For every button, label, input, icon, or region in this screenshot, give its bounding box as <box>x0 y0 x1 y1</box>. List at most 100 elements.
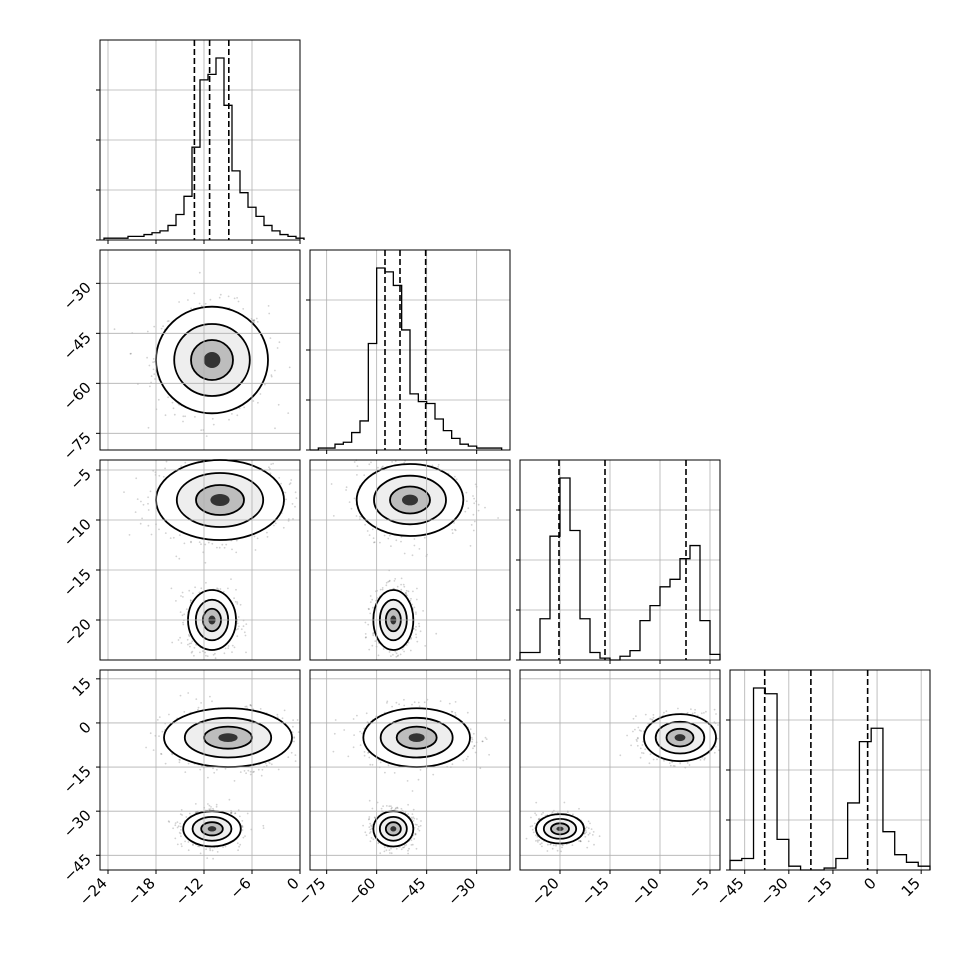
sample-point <box>401 648 404 651</box>
sample-point <box>164 532 167 534</box>
sample-point <box>174 824 177 827</box>
sample-point <box>242 836 245 839</box>
sample-point <box>253 321 255 324</box>
sample-point <box>187 841 190 843</box>
sample-point <box>472 495 474 497</box>
sample-point <box>369 595 372 597</box>
sample-point <box>470 524 473 526</box>
sample-point <box>179 825 182 828</box>
sample-point <box>224 845 227 848</box>
sample-point <box>231 651 233 653</box>
sample-point <box>413 544 416 547</box>
sample-point <box>146 356 149 359</box>
sample-point <box>395 652 398 655</box>
sample-point <box>139 522 142 525</box>
sample-point <box>417 701 420 704</box>
sample-point <box>198 302 201 305</box>
sample-point <box>296 719 299 721</box>
sample-point <box>212 767 214 770</box>
sample-point <box>160 753 163 755</box>
sample-point <box>129 352 132 355</box>
sample-point <box>356 465 359 468</box>
sample-point <box>166 320 169 323</box>
sample-point <box>178 301 181 303</box>
sample-point <box>264 762 267 765</box>
sample-point <box>135 477 138 480</box>
sample-point <box>152 368 155 371</box>
sample-point <box>188 812 191 815</box>
sample-point <box>294 754 297 756</box>
sample-point <box>266 536 269 538</box>
sample-point <box>236 635 239 638</box>
sample-point <box>473 497 475 500</box>
sample-point <box>230 811 233 814</box>
sample-point <box>371 644 374 647</box>
sample-point <box>189 645 191 648</box>
sample-point <box>243 770 246 772</box>
sample-point <box>274 522 277 525</box>
sample-point <box>147 502 149 505</box>
sample-point <box>233 297 236 300</box>
sample-point <box>353 497 356 500</box>
sample-point <box>236 622 239 625</box>
sample-point <box>254 549 257 551</box>
sample-point <box>497 517 499 519</box>
sample-point <box>174 837 177 840</box>
sample-point <box>405 589 408 592</box>
sample-point <box>233 597 236 600</box>
sample-point <box>164 762 167 765</box>
sample-point <box>200 587 203 590</box>
sample-point <box>269 467 271 470</box>
sample-point <box>294 505 296 508</box>
sample-point <box>188 589 191 592</box>
sample-point <box>216 768 218 771</box>
sample-point <box>264 383 266 386</box>
sample-point <box>411 554 414 557</box>
sample-point <box>285 498 287 501</box>
sample-point <box>239 603 242 606</box>
sample-point <box>422 610 424 612</box>
sample-point <box>400 583 402 586</box>
sample-point <box>198 271 201 274</box>
sample-point <box>199 852 202 855</box>
sample-point <box>418 548 421 550</box>
sample-point <box>287 518 290 520</box>
sample-point <box>469 545 472 547</box>
sample-point <box>345 489 347 491</box>
sample-point <box>185 816 188 818</box>
sample-point <box>147 509 150 511</box>
sample-point <box>200 702 203 704</box>
sample-point <box>385 584 388 587</box>
sample-point <box>273 524 275 527</box>
sample-point <box>204 561 207 564</box>
sample-point <box>190 540 192 543</box>
sample-point <box>399 653 402 656</box>
sample-point <box>167 320 170 322</box>
sample-point <box>192 592 194 595</box>
sample-point <box>291 503 294 505</box>
sample-point <box>174 822 177 824</box>
sample-point <box>382 648 385 650</box>
sample-point <box>152 358 155 360</box>
sample-point <box>188 642 191 645</box>
sample-point <box>184 461 187 464</box>
sample-point <box>477 503 480 506</box>
sample-point <box>223 652 226 655</box>
sample-point <box>290 479 293 481</box>
sample-point <box>212 857 215 860</box>
sample-point <box>195 698 198 700</box>
sample-point <box>245 623 248 625</box>
panel-frame <box>99 249 301 451</box>
sample-point <box>215 803 218 806</box>
sample-point <box>185 608 188 611</box>
sample-point <box>265 764 268 767</box>
sample-point <box>287 756 290 759</box>
sample-point <box>382 465 384 468</box>
sample-point <box>223 546 226 549</box>
sample-point <box>418 622 420 625</box>
sample-point <box>141 517 144 520</box>
sample-point <box>371 528 374 531</box>
sample-point <box>396 585 399 588</box>
sample-point <box>388 651 391 653</box>
sample-point <box>465 758 468 760</box>
